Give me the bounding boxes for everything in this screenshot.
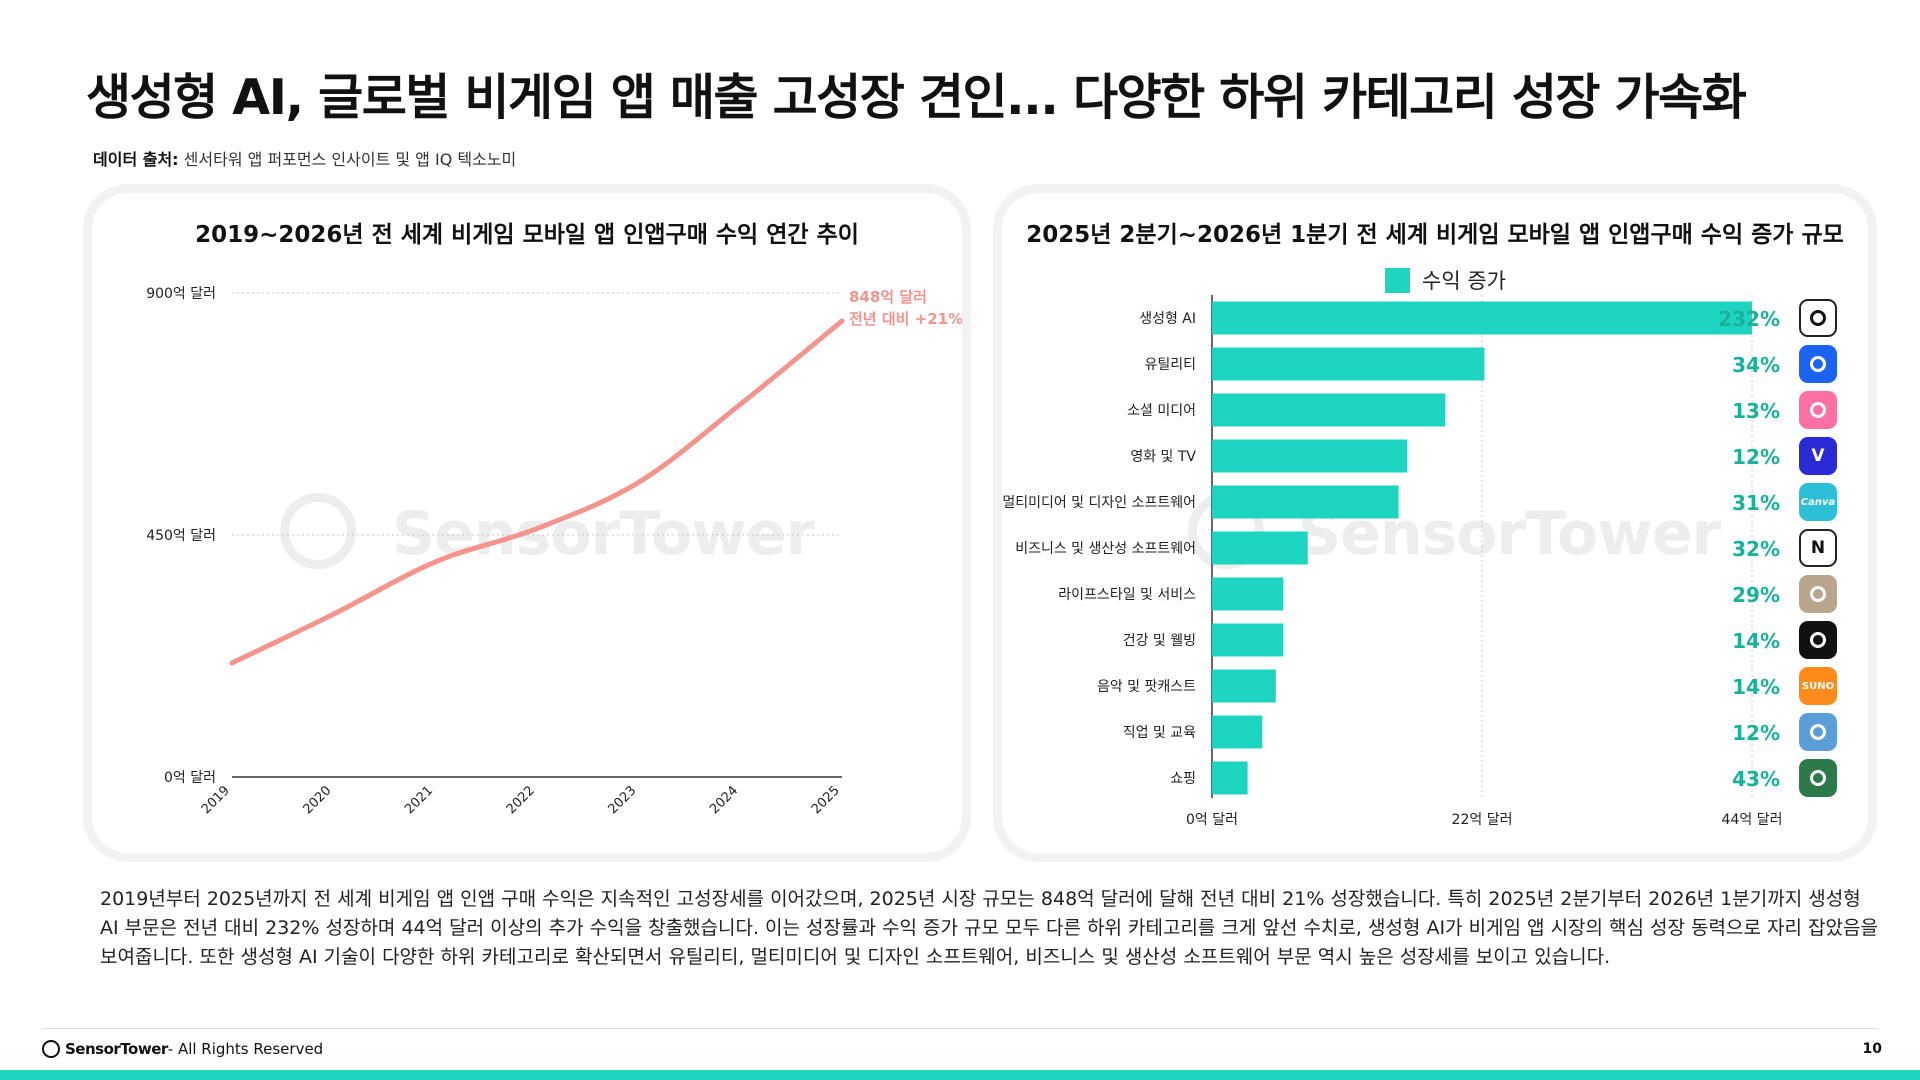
line-chart-title: 2019~2026년 전 세계 비게임 모바일 앱 인앱구매 수익 연간 추이 bbox=[195, 222, 859, 248]
pink-app-icon bbox=[1799, 391, 1837, 429]
shirt-glyph-icon bbox=[1810, 770, 1826, 786]
revenue-data-point bbox=[433, 559, 438, 564]
data-source-text: 센서타워 앱 퍼포먼스 인사이트 및 앱 IQ 텍소노미 bbox=[183, 150, 517, 169]
chatgpt-icon bbox=[1799, 299, 1837, 337]
y-tick-label: 900억 달러 bbox=[146, 286, 216, 302]
category-label: 쇼핑 bbox=[1170, 771, 1196, 787]
bottom-accent-bar bbox=[0, 1070, 1920, 1080]
line-annotation-value: 848억 달러 bbox=[849, 288, 927, 306]
canva-icon: Canva bbox=[1799, 483, 1837, 521]
home-photo-glyph-icon bbox=[1810, 586, 1826, 602]
revenue-data-point bbox=[535, 526, 540, 531]
sensortower-logo-icon bbox=[42, 1040, 60, 1058]
revenue-series-line bbox=[229, 318, 845, 666]
home-photo-icon bbox=[1799, 575, 1837, 613]
category-label: 라이프스타일 및 서비스 bbox=[1058, 587, 1196, 603]
page-number: 10 bbox=[1862, 1041, 1882, 1057]
x-tick-label: 44억 달러 bbox=[1722, 812, 1783, 828]
revenue-data-point bbox=[840, 318, 845, 323]
page-title: 생성형 AI, 글로벌 비게임 앱 매출 고성장 견인... 다양한 하위 카테… bbox=[86, 69, 1747, 126]
x-tick-label: 2025 bbox=[809, 783, 843, 817]
category-label: 영화 및 TV bbox=[1130, 449, 1196, 465]
v-app-icon: V bbox=[1799, 437, 1837, 475]
line-chart-panel: SensorTower 2019~2026년 전 세계 비게임 모바일 앱 인앱… bbox=[92, 193, 962, 853]
revenue-increase-bar bbox=[1212, 531, 1308, 565]
revenue-increase-bar bbox=[1212, 761, 1248, 795]
footer-copyright: SensorTower - All Rights Reserved bbox=[42, 1040, 323, 1058]
category-label: 음악 및 팟캐스트 bbox=[1097, 679, 1196, 695]
watermark-left: SensorTower bbox=[392, 499, 815, 569]
y-tick-label: 450억 달러 bbox=[146, 528, 216, 544]
revenue-data-point bbox=[738, 402, 743, 407]
fitness-icon bbox=[1799, 621, 1837, 659]
data-source: 데이터 출처: 센서타워 앱 퍼포먼스 인사이트 및 앱 IQ 텍소노미 bbox=[93, 146, 516, 170]
revenue-increase-bar bbox=[1212, 347, 1485, 381]
bar-chart-title: 2025년 2분기~2026년 1분기 전 세계 비게임 모바일 앱 인앱구매 … bbox=[1026, 222, 1844, 248]
robot-avatar-glyph-icon bbox=[1810, 724, 1826, 740]
x-tick-label: 2024 bbox=[707, 783, 741, 817]
x-tick-label: 2020 bbox=[300, 783, 334, 817]
notion-icon: N bbox=[1799, 529, 1837, 567]
x-tick-label: 2023 bbox=[605, 783, 639, 817]
growth-percent-label: 31% bbox=[1732, 491, 1780, 515]
growth-percent-label: 12% bbox=[1732, 721, 1780, 745]
category-label: 소셜 미디어 bbox=[1127, 403, 1196, 419]
fitness-glyph-icon bbox=[1810, 632, 1826, 648]
x-tick-label: 0억 달러 bbox=[1186, 812, 1238, 828]
revenue-data-point bbox=[331, 612, 336, 617]
growth-percent-label: 12% bbox=[1732, 445, 1780, 469]
summary-text: 2019년부터 2025년까지 전 세계 비게임 앱 인앱 구매 수익은 지속적… bbox=[100, 888, 1878, 968]
category-label: 건강 및 웰빙 bbox=[1123, 633, 1196, 649]
category-label: 생성형 AI bbox=[1139, 311, 1196, 327]
revenue-increase-bar bbox=[1212, 669, 1276, 703]
category-label: 비즈니스 및 생산성 소프트웨어 bbox=[1015, 541, 1196, 557]
category-label: 직업 및 교육 bbox=[1123, 725, 1196, 741]
growth-percent-label: 34% bbox=[1732, 353, 1780, 377]
line-annotation-growth: 전년 대비 +21% bbox=[849, 310, 962, 328]
revenue-increase-bar bbox=[1212, 393, 1446, 427]
data-source-label: 데이터 출처: bbox=[93, 150, 179, 169]
suno-icon: SUNO bbox=[1799, 667, 1837, 705]
growth-percent-label: 232% bbox=[1718, 307, 1780, 331]
growth-percent-label: 43% bbox=[1732, 767, 1780, 791]
blue-app-glyph-icon bbox=[1810, 356, 1826, 372]
pink-app-glyph-icon bbox=[1810, 402, 1826, 418]
revenue-increase-bar bbox=[1212, 439, 1408, 473]
revenue-data-point bbox=[636, 480, 641, 485]
growth-percent-label: 14% bbox=[1732, 675, 1780, 699]
legend-swatch bbox=[1385, 267, 1410, 293]
footer-rights: - All Rights Reserved bbox=[167, 1040, 324, 1058]
revenue-increase-bar bbox=[1212, 577, 1284, 611]
bar-chart: 0억 달러 22억 달러 44억 달러 생성형 AI 232% 유틸리티 34% 소셜 미디어… bbox=[1002, 295, 1783, 828]
growth-percent-label: 14% bbox=[1732, 629, 1780, 653]
x-tick-label: 22억 달러 bbox=[1452, 812, 1513, 828]
robot-avatar-icon bbox=[1799, 713, 1837, 751]
category-label: 멀티미디어 및 디자인 소프트웨어 bbox=[1002, 495, 1196, 511]
revenue-increase-bar bbox=[1212, 485, 1399, 519]
y-tick-label: 0억 달러 bbox=[164, 770, 216, 786]
bar-chart-legend: 수익 증가 bbox=[1385, 265, 1506, 295]
category-label: 유틸리티 bbox=[1144, 357, 1196, 373]
revenue-data-point bbox=[230, 660, 235, 665]
footer-brand: SensorTower bbox=[65, 1040, 168, 1058]
revenue-increase-bar bbox=[1212, 715, 1263, 749]
growth-percent-label: 32% bbox=[1732, 537, 1780, 561]
legend-label: 수익 증가 bbox=[1422, 269, 1506, 293]
growth-percent-label: 29% bbox=[1732, 583, 1780, 607]
revenue-increase-bar bbox=[1212, 623, 1284, 657]
footer-divider bbox=[42, 1028, 1878, 1029]
growth-percent-label: 13% bbox=[1732, 399, 1780, 423]
x-tick-label: 2022 bbox=[504, 783, 538, 817]
chatgpt-glyph-icon bbox=[1810, 310, 1826, 326]
watermark-logo-icon bbox=[280, 493, 356, 569]
revenue-increase-bar bbox=[1212, 301, 1752, 335]
line-chart: 0억 달러 450억 달러 900억 달러 2019 2020 2021 2022 2023 2… bbox=[146, 286, 962, 817]
blue-app-icon bbox=[1799, 345, 1837, 383]
x-tick-label: 2019 bbox=[199, 783, 233, 817]
x-tick-label: 2021 bbox=[402, 783, 436, 817]
shirt-icon bbox=[1799, 759, 1837, 797]
bar-chart-panel: SensorTower 2025년 2분기~2026년 1분기 전 세계 비게임… bbox=[1002, 193, 1868, 853]
